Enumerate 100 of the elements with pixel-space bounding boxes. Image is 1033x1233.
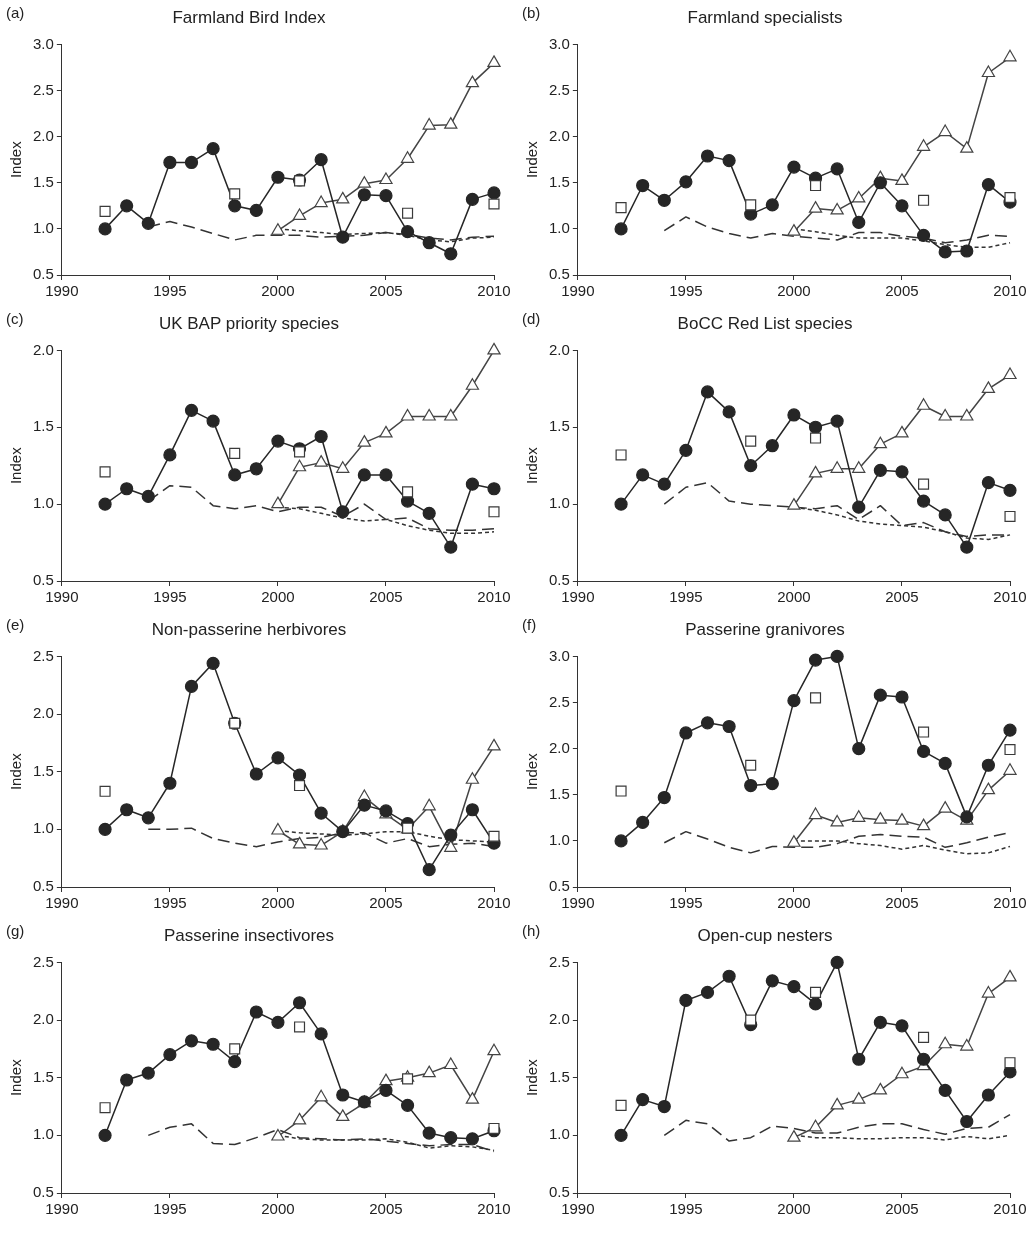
x-tick-label: 1990 — [561, 588, 595, 606]
y-tick-label: 0.5 — [548, 877, 570, 895]
text: (f) — [522, 615, 537, 633]
x-tick-label: 2010 — [993, 282, 1027, 300]
y-tick-label: 0.5 — [548, 571, 570, 589]
text: (b) — [522, 3, 541, 21]
text: (c) — [6, 309, 24, 327]
y-tick-label: 2.5 — [32, 646, 54, 664]
x-tick-label: 2000 — [777, 282, 811, 300]
y-tick-label: 1.0 — [32, 219, 54, 237]
x-tick-label: 1995 — [669, 1200, 703, 1218]
text: (e) — [6, 615, 25, 633]
y-tick-label: 3.0 — [548, 646, 570, 664]
y-tick-label: 0.5 — [32, 571, 54, 589]
y-axis-title: Index — [7, 752, 25, 791]
text: (d) — [522, 309, 541, 327]
x-tick-label: 1995 — [153, 282, 187, 300]
y-tick-label: 1.5 — [32, 417, 54, 435]
x-tick-label: 2010 — [993, 1200, 1027, 1218]
x-tick-label: 1990 — [45, 588, 79, 606]
y-tick-label: 2.0 — [548, 1010, 570, 1028]
chart-title: Passerine granivores — [685, 619, 845, 639]
x-tick-label: 2005 — [369, 1200, 403, 1218]
chart-title: Non-passerine herbivores — [151, 619, 347, 639]
y-tick-label: 1.0 — [548, 831, 570, 849]
x-tick-label: 1990 — [561, 282, 595, 300]
y-tick-label: 2.0 — [32, 704, 54, 722]
y-tick-label: 2.5 — [32, 952, 54, 970]
x-tick-label: 1995 — [153, 588, 187, 606]
y-axis-title: Index — [523, 446, 541, 485]
y-tick-label: 2.5 — [548, 692, 570, 710]
y-tick-label: 2.0 — [548, 340, 570, 358]
x-tick-label: 2000 — [777, 894, 811, 912]
y-tick-label: 2.5 — [548, 952, 570, 970]
x-tick-label: 2010 — [477, 282, 511, 300]
x-tick-label: 2000 — [261, 588, 295, 606]
x-tick-label: 2010 — [477, 588, 511, 606]
chart-title: UK BAP priority species — [158, 313, 340, 333]
y-axis-title: Index — [7, 446, 25, 485]
y-tick-label: 1.0 — [548, 494, 570, 512]
chart-title: BoCC Red List species — [677, 313, 853, 333]
x-tick-label: 1990 — [45, 894, 79, 912]
y-axis-title: Index — [7, 140, 25, 179]
x-tick-label: 2010 — [993, 588, 1027, 606]
text: (h) — [522, 921, 541, 939]
chart-title: Farmland specialists — [687, 7, 843, 27]
x-tick-label: 2005 — [885, 1200, 919, 1218]
y-tick-label: 1.5 — [32, 172, 54, 190]
x-tick-label: 2005 — [369, 282, 403, 300]
y-tick-label: 1.5 — [548, 172, 570, 190]
x-tick-label: 1990 — [45, 1200, 79, 1218]
x-tick-label: 2000 — [261, 894, 295, 912]
x-tick-label: 2000 — [261, 282, 295, 300]
text: (g) — [6, 921, 25, 939]
y-axis-title: Index — [523, 140, 541, 179]
y-tick-label: 0.5 — [32, 265, 54, 283]
x-tick-label: 1990 — [45, 282, 79, 300]
y-tick-label: 1.0 — [32, 1125, 54, 1143]
y-tick-label: 0.5 — [32, 877, 54, 895]
text: (a) — [6, 3, 25, 21]
x-tick-label: 2005 — [885, 894, 919, 912]
x-tick-label: 2005 — [369, 588, 403, 606]
y-tick-label: 1.0 — [32, 819, 54, 837]
x-tick-label: 1995 — [669, 894, 703, 912]
x-tick-label: 2010 — [477, 894, 511, 912]
x-tick-label: 1995 — [153, 894, 187, 912]
x-tick-label: 2005 — [885, 588, 919, 606]
x-tick-label: 1995 — [669, 588, 703, 606]
y-tick-label: 1.5 — [548, 417, 570, 435]
y-tick-label: 3.0 — [32, 34, 54, 52]
y-axis-title: Index — [7, 1058, 25, 1097]
x-tick-label: 2000 — [261, 1200, 295, 1218]
y-tick-label: 1.0 — [32, 494, 54, 512]
x-tick-label: 1995 — [153, 1200, 187, 1218]
x-tick-label: 1995 — [669, 282, 703, 300]
y-tick-label: 1.5 — [548, 1067, 570, 1085]
chart-title: Passerine insectivores — [163, 925, 335, 945]
y-tick-label: 3.0 — [548, 34, 570, 52]
y-tick-label: 0.5 — [548, 265, 570, 283]
y-tick-label: 1.5 — [32, 1067, 54, 1085]
y-tick-label: 2.0 — [32, 126, 54, 144]
y-tick-label: 2.5 — [548, 80, 570, 98]
chart-title: Open-cup nesters — [697, 925, 833, 945]
x-tick-label: 2000 — [777, 588, 811, 606]
y-tick-label: 2.0 — [548, 738, 570, 756]
y-tick-label: 1.5 — [32, 761, 54, 779]
y-tick-label: 2.0 — [32, 1010, 54, 1028]
y-tick-label: 2.5 — [32, 80, 54, 98]
y-tick-label: 1.5 — [548, 784, 570, 802]
y-tick-label: 2.0 — [548, 126, 570, 144]
y-tick-label: 0.5 — [32, 1183, 54, 1201]
y-tick-label: 0.5 — [548, 1183, 570, 1201]
x-tick-label: 2010 — [477, 1200, 511, 1218]
x-tick-label: 2005 — [885, 282, 919, 300]
x-tick-label: 2005 — [369, 894, 403, 912]
x-tick-label: 1990 — [561, 894, 595, 912]
y-axis-title: Index — [523, 1058, 541, 1097]
y-tick-label: 1.0 — [548, 219, 570, 237]
chart-title: Farmland Bird Index — [172, 7, 327, 27]
y-tick-label: 1.0 — [548, 1125, 570, 1143]
